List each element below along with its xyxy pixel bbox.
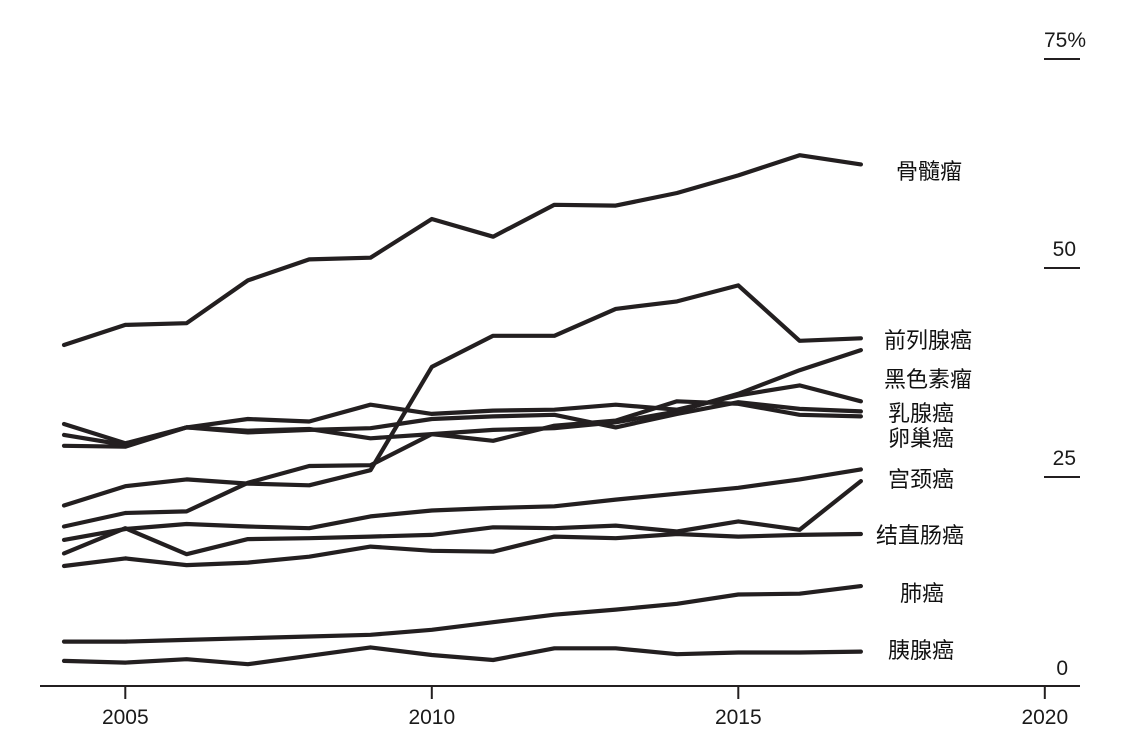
series-label: 骨髓瘤 <box>896 160 962 185</box>
series-label: 乳腺癌 <box>888 402 954 427</box>
series-line-6 <box>61 400 863 448</box>
series-label: 肺癌 <box>900 582 944 607</box>
y-tick-label: 0 <box>1056 657 1068 680</box>
series-line-4 <box>61 383 863 446</box>
series-label: 宫颈癌 <box>888 468 954 493</box>
series-line-10 <box>61 584 863 644</box>
series-line-1 <box>61 153 863 348</box>
x-tick-label: 2005 <box>102 706 149 729</box>
y-tick-label: 25 <box>1053 447 1076 470</box>
series-line-7 <box>61 479 863 557</box>
series-label: 卵巢癌 <box>888 427 954 452</box>
series-line-5 <box>61 399 863 449</box>
x-axis: 2005 2010 2015 2020 <box>40 685 1080 729</box>
series-label: 胰腺癌 <box>888 639 954 664</box>
series-line-8 <box>61 467 863 542</box>
series-line-2 <box>61 283 863 508</box>
y-axis: 0 25 50 75% <box>1044 29 1086 680</box>
series-line-11 <box>61 645 863 667</box>
y-tick-label: 75% <box>1044 29 1086 52</box>
x-tick-label: 2010 <box>408 706 455 729</box>
x-tick-label: 2020 <box>1021 706 1068 729</box>
series-line-9 <box>61 531 863 569</box>
series-label: 结直肠癌 <box>876 524 964 549</box>
series-label: 前列腺癌 <box>884 329 972 354</box>
y-tick-label: 50 <box>1053 238 1076 261</box>
x-tick-label: 2015 <box>715 706 762 729</box>
series-label: 黑色素瘤 <box>884 368 972 393</box>
series-lines <box>61 153 863 667</box>
